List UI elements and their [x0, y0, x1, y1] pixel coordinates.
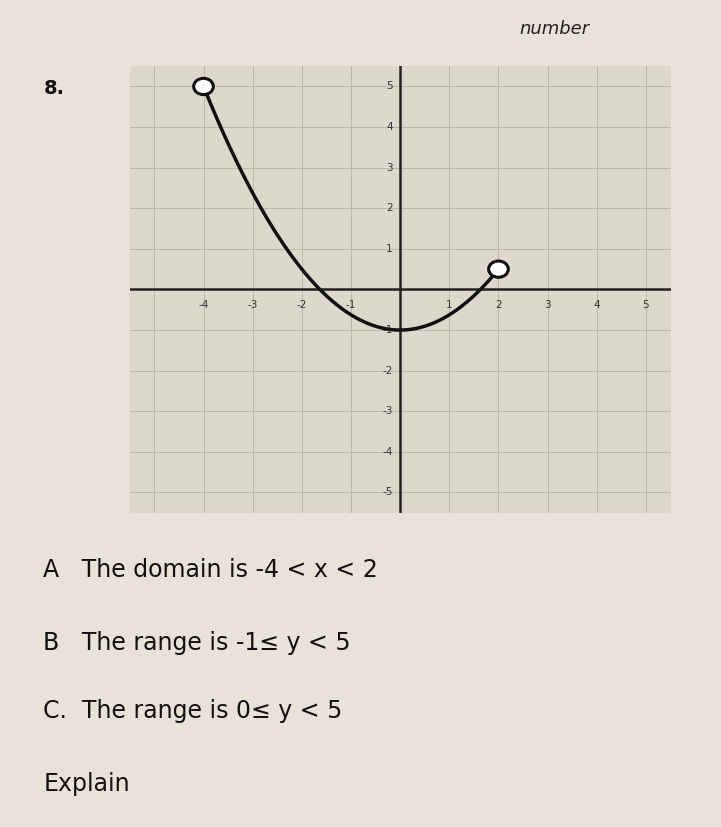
- Text: 4: 4: [386, 122, 393, 132]
- Text: number: number: [519, 20, 589, 38]
- Text: C.  The range is 0≤ y < 5: C. The range is 0≤ y < 5: [43, 699, 342, 723]
- Text: 4: 4: [593, 299, 600, 309]
- Text: -3: -3: [382, 406, 393, 416]
- Text: -2: -2: [296, 299, 307, 309]
- Text: -1: -1: [382, 325, 393, 335]
- Text: -4: -4: [198, 299, 208, 309]
- Text: -1: -1: [346, 299, 356, 309]
- Text: A   The domain is -4 < x < 2: A The domain is -4 < x < 2: [43, 558, 378, 582]
- Text: 5: 5: [642, 299, 650, 309]
- Text: 3: 3: [544, 299, 551, 309]
- Text: 5: 5: [386, 81, 393, 92]
- Circle shape: [194, 79, 213, 94]
- Text: 2: 2: [386, 203, 393, 213]
- Circle shape: [489, 261, 508, 277]
- Text: 1: 1: [446, 299, 453, 309]
- Text: Explain: Explain: [43, 772, 130, 796]
- Text: -2: -2: [382, 366, 393, 375]
- Text: -4: -4: [382, 447, 393, 457]
- Text: B   The range is -1≤ y < 5: B The range is -1≤ y < 5: [43, 631, 351, 656]
- Text: 8.: 8.: [43, 79, 64, 98]
- Text: 1: 1: [386, 244, 393, 254]
- Text: 2: 2: [495, 299, 502, 309]
- Text: -3: -3: [247, 299, 258, 309]
- Text: -5: -5: [382, 487, 393, 498]
- Text: 3: 3: [386, 163, 393, 173]
